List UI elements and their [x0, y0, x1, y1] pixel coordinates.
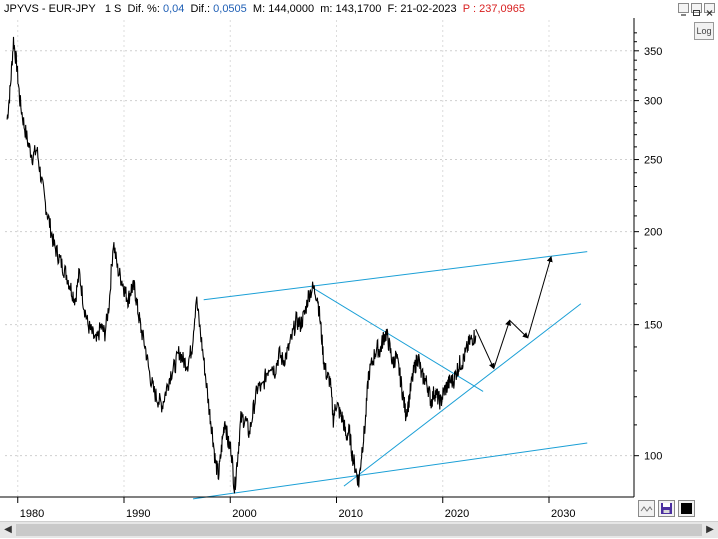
y-tick-label: 350 [644, 46, 662, 58]
projection-arrow [509, 320, 529, 339]
trendline [343, 303, 582, 487]
scroll-right-arrow-icon[interactable]: ▶ [706, 524, 714, 535]
min-label: m: [320, 3, 333, 15]
window-controls [678, 3, 715, 16]
color-swatch-button[interactable] [678, 500, 695, 517]
log-scale-button[interactable]: Log [694, 22, 714, 40]
maximize-icon [693, 10, 700, 16]
save-icon [661, 503, 672, 514]
projection-arrow [527, 255, 553, 338]
trendline [203, 251, 588, 301]
projection-arrow [493, 319, 511, 369]
x-tick-label: 2030 [551, 508, 575, 520]
y-axis: 350 300 250 200 150 100 [633, 18, 662, 497]
trendline [312, 287, 484, 392]
y-tick-label: 250 [644, 155, 662, 167]
dif-pct-value: 0,04 [162, 3, 185, 15]
symbol-name: JPYVS - EUR-JPY [4, 3, 96, 15]
max-value: 144,0000 [268, 3, 315, 15]
zigzag-tool-button[interactable] [638, 500, 655, 517]
dif-label: Dif.: [190, 3, 211, 15]
maximize-button[interactable] [691, 3, 702, 16]
save-button[interactable] [658, 500, 675, 517]
max-label: M: [252, 3, 266, 15]
trendlines [192, 251, 588, 500]
date-label: F: [387, 3, 398, 15]
x-tick-label: 2010 [339, 508, 363, 520]
minimize-button[interactable] [678, 3, 689, 16]
black-square-icon [681, 503, 692, 514]
x-tick-label: 2000 [232, 508, 256, 520]
price-label: P : [462, 3, 477, 15]
y-tick-label: 150 [644, 320, 662, 332]
close-button[interactable] [704, 3, 715, 16]
price-line [6, 36, 477, 494]
y-tick-label: 300 [644, 96, 662, 108]
x-axis: 1980 1990 2000 2010 2020 2030 [0, 496, 634, 520]
dif-pct-label: Dif. %: [127, 3, 160, 15]
price-chart[interactable]: 350 300 250 200 150 100 1980 1990 2000 2010 2020 2… [0, 0, 718, 521]
min-value: 143,1700 [335, 3, 382, 15]
date-value: 21-02-2023 [400, 3, 457, 15]
bottom-toolbar [638, 500, 695, 517]
x-tick-label: 1990 [126, 508, 150, 520]
y-tick-label: 100 [644, 451, 662, 463]
zigzag-icon [640, 505, 653, 512]
scroll-thumb[interactable] [16, 524, 702, 536]
close-icon [706, 10, 713, 16]
y-tick-label: 200 [644, 227, 662, 239]
dif-value: 0,0505 [213, 3, 247, 15]
x-tick-label: 1980 [20, 508, 44, 520]
projection-series [475, 255, 553, 370]
scroll-left-arrow-icon[interactable]: ◀ [4, 524, 12, 535]
price-value: 237,0965 [479, 3, 526, 15]
horizontal-scrollbar[interactable]: ◀ ▶ [0, 521, 718, 538]
grid [5, 20, 634, 497]
projection-arrow [475, 328, 495, 370]
trendline [192, 442, 588, 500]
chart-header: JPYVS - EUR-JPY 1 S Dif. %: 0,04 Dif.: 0… [0, 0, 640, 18]
interval: 1 S [104, 3, 122, 15]
minimize-icon [681, 14, 686, 16]
x-tick-label: 2020 [445, 508, 469, 520]
price-series [6, 36, 477, 494]
